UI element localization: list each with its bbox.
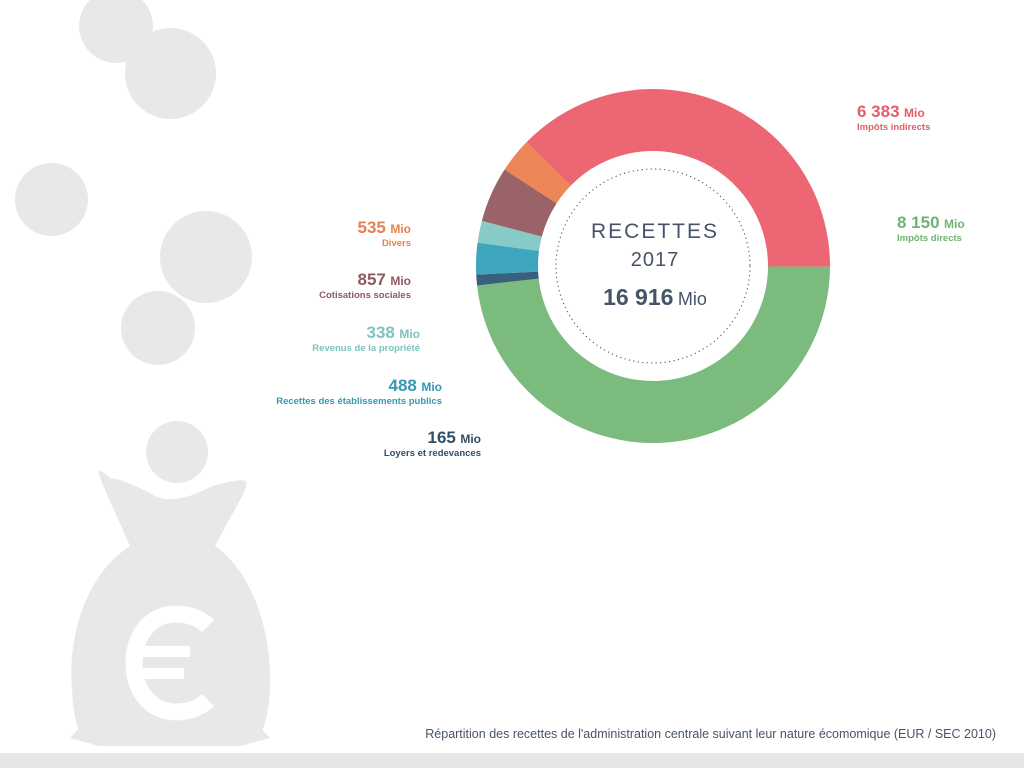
coin-icon — [121, 291, 195, 365]
data-label-value: 488 — [388, 376, 417, 395]
label-divers: 535 Mio Divers — [358, 219, 412, 249]
data-label-value: 6 383 — [857, 102, 900, 121]
data-label-unit: Mio — [944, 217, 965, 231]
center-total-unit: Mio — [677, 289, 707, 309]
data-label-value: 338 — [366, 323, 395, 342]
coin-icon — [125, 28, 216, 119]
chart-caption: Répartition des recettes de l'administra… — [425, 727, 996, 741]
data-label-name: Impôts directs — [897, 233, 962, 244]
donut-slice-loyers — [476, 271, 539, 286]
data-label-value: 857 — [357, 270, 386, 289]
label-etablissements-publics: 488 Mio Recettes des établissements publ… — [276, 377, 442, 407]
data-label-name: Cotisations sociales — [319, 290, 411, 301]
donut-slice-impots_indirects — [526, 89, 830, 267]
data-label-name: Recettes des établissements publics — [276, 396, 442, 407]
data-label-unit: Mio — [399, 327, 420, 341]
data-label-unit: Mio — [390, 222, 411, 236]
data-label-value: 535 — [357, 218, 386, 237]
data-label-name: Impôts indirects — [857, 122, 931, 133]
center-total-value: 16 916 — [603, 284, 674, 310]
money-bag-icon — [70, 470, 271, 746]
data-label-unit: Mio — [421, 380, 442, 394]
data-label-value: 8 150 — [897, 213, 940, 232]
donut-slice-cotisations — [481, 169, 557, 237]
label-impots-indirects: 6 383 Mio Impôts indirects — [857, 103, 930, 133]
donut-slice-divers — [504, 142, 571, 204]
data-label-unit: Mio — [390, 274, 411, 288]
footer-bar — [0, 753, 1024, 768]
coin-icon — [160, 211, 252, 303]
coin-icon — [146, 421, 208, 483]
data-label-name: Revenus de la propriété — [312, 343, 420, 354]
donut-slice-impots_directs — [477, 266, 830, 443]
data-label-name: Divers — [381, 238, 411, 249]
coin-icon — [15, 163, 88, 236]
label-loyers-redevances: 165 Mio Loyers et redevances — [384, 429, 481, 459]
data-label-unit: Mio — [460, 432, 481, 446]
donut-slice-etablissements — [475, 242, 540, 275]
label-cotisations-sociales: 857 Mio Cotisations sociales — [319, 271, 411, 301]
center-title: RECETTES — [590, 220, 719, 243]
donut-slice-propriete — [477, 220, 542, 251]
data-label-name: Loyers et redevances — [383, 448, 481, 459]
inner-dotted-ring — [555, 168, 751, 364]
center-total: 16 916 Mio — [553, 284, 757, 311]
data-label-unit: Mio — [904, 106, 925, 120]
euro-icon — [125, 605, 215, 721]
label-impots-directs: 8 150 Mio Impôts directs — [897, 214, 965, 244]
data-label-value: 165 — [427, 428, 456, 447]
label-revenus-propriete: 338 Mio Revenus de la propriété — [312, 324, 420, 354]
center-year: 2017 — [630, 249, 680, 271]
